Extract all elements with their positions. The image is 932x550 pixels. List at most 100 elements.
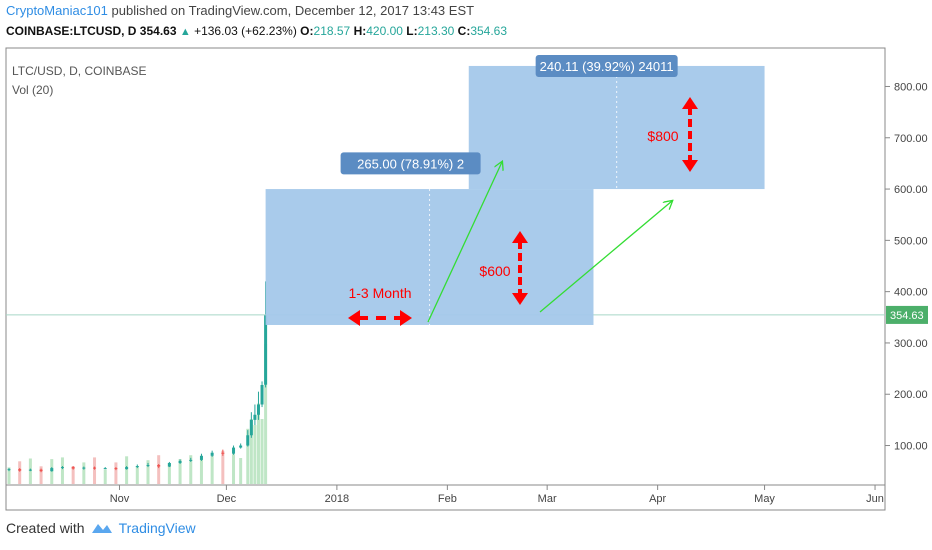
candle-body <box>246 435 250 446</box>
candle-body <box>28 469 32 471</box>
volume-bar <box>82 462 86 484</box>
candle-body <box>232 447 236 454</box>
footer: Created with TradingView <box>6 520 196 536</box>
created-with-label: Created with <box>6 520 85 536</box>
candle-body <box>82 467 86 469</box>
projection-box-1 <box>265 189 594 325</box>
y-tick-label: 500.00 <box>894 235 928 247</box>
projection-boxes: 265.00 (78.91%) 2 240.11 (39.92%) 24011 1-… <box>265 54 765 326</box>
arrow-month-head-left <box>348 310 360 326</box>
volume-bar <box>253 425 257 484</box>
price-axis[interactable]: 100.00 200.00 300.00 400.00 500.00 600.00 700.… <box>885 81 928 453</box>
volume-bar <box>114 462 118 484</box>
candle-body <box>167 462 171 467</box>
x-tick-label: Nov <box>110 493 130 505</box>
volume-bar <box>264 344 268 484</box>
last-price-tag-label: 354.63 <box>890 310 924 322</box>
volume-bar <box>135 466 139 484</box>
ticker-line: COINBASE:LTCUSD, D 354.63 ▲ +136.03 (+62… <box>6 24 507 38</box>
candle-body <box>189 459 193 461</box>
y-tick-label: 700.00 <box>894 133 928 145</box>
volume-bar <box>260 419 264 484</box>
published-text: published on TradingView.com, December 1… <box>111 3 475 18</box>
low-value: 213.30 <box>417 24 455 38</box>
candle-body <box>114 468 118 470</box>
candle-body <box>249 419 253 436</box>
volume-bars <box>7 344 268 484</box>
candle-body <box>157 465 161 467</box>
volume-bar <box>256 403 260 484</box>
volume-legend: Vol (20) <box>12 83 53 97</box>
volume-bar <box>125 456 129 484</box>
volume-bar <box>232 454 236 484</box>
candle-body <box>93 467 97 469</box>
up-arrow-icon: ▲ <box>179 26 191 38</box>
tradingview-link[interactable]: TradingView <box>118 520 196 536</box>
candle-body <box>260 385 264 405</box>
volume-bar <box>210 455 214 484</box>
y-tick-label: 400.00 <box>894 287 928 299</box>
box2-label: 240.11 (39.92%) 24011 <box>540 59 674 74</box>
high-value: 420.00 <box>366 24 403 38</box>
candle-body <box>18 469 22 471</box>
x-tick-label: Apr <box>649 493 666 505</box>
high-label: H: <box>353 24 367 38</box>
open-value: 218.57 <box>313 24 351 38</box>
tradingview-logo-icon <box>91 524 112 533</box>
candle-body <box>178 460 182 463</box>
close-value: 354.63 <box>470 24 508 38</box>
candle-body <box>264 314 268 385</box>
y-tick-label: 200.00 <box>894 389 928 401</box>
candle-body <box>221 452 225 454</box>
price-800-annotation: $800 <box>647 128 678 144</box>
last-price: 354.63 <box>139 24 177 38</box>
arrow-800-head-up <box>682 97 698 109</box>
change-value: +136.03 (+62.23%) <box>194 24 297 38</box>
candle-body <box>103 468 107 470</box>
candle-body <box>199 455 203 460</box>
volume-bar <box>157 455 161 484</box>
publish-info: CryptoManiac101 published on TradingView… <box>6 3 474 18</box>
y-tick-label: 600.00 <box>894 184 928 196</box>
trend-arrow-1 <box>427 162 502 323</box>
candle-body <box>210 452 214 456</box>
candle-body <box>39 469 43 472</box>
volume-bar <box>103 469 107 484</box>
volume-bar <box>93 457 97 484</box>
arrow-month-head-right <box>400 310 412 326</box>
price-600-annotation: $600 <box>479 263 510 279</box>
month-annotation: 1-3 Month <box>348 285 411 301</box>
volume-bar <box>199 458 203 484</box>
candle-body <box>135 466 139 468</box>
time-axis-labels: Nov Dec 2018 Feb Mar Apr May Jun <box>110 485 884 505</box>
box1-label-bg <box>340 152 481 175</box>
x-tick-label: Feb <box>438 493 457 505</box>
candles <box>7 281 268 473</box>
volume-bar <box>189 455 193 484</box>
candle-body <box>239 445 243 448</box>
volume-bar <box>7 467 11 484</box>
candle-body <box>50 468 54 472</box>
candle-body <box>60 467 64 469</box>
candle-body <box>253 414 257 420</box>
volume-bar <box>60 457 64 484</box>
time-axis[interactable] <box>5 484 886 511</box>
x-tick-label: Jun <box>866 493 884 505</box>
candle-body <box>146 465 150 467</box>
volume-bar <box>146 460 150 484</box>
y-tick-label: 100.00 <box>894 441 928 453</box>
series-legend: LTC/USD, D, COINBASE <box>12 64 146 78</box>
low-label: L: <box>406 24 418 38</box>
y-tick-label: 300.00 <box>894 338 928 350</box>
last-price-tag <box>886 305 928 324</box>
volume-bar <box>167 463 171 484</box>
x-tick-label: Dec <box>217 493 237 505</box>
volume-bar <box>221 450 225 484</box>
box2-label-bg <box>535 54 678 77</box>
author-link[interactable]: CryptoManiac101 <box>6 3 108 18</box>
x-tick-label: May <box>754 493 775 505</box>
trend-arrow-2 <box>539 201 672 313</box>
arrow-800-head-down <box>682 160 698 172</box>
volume-bar <box>246 428 250 484</box>
